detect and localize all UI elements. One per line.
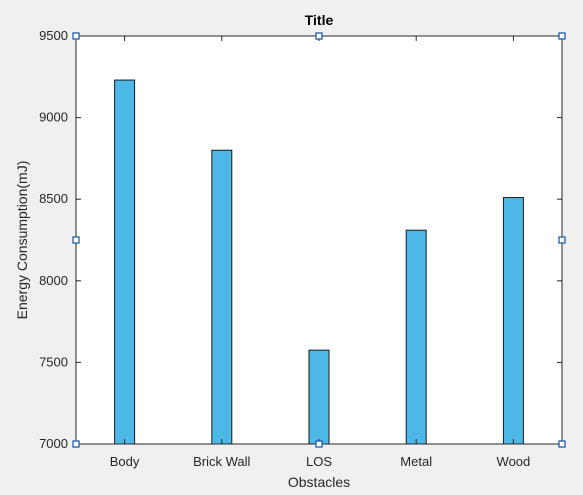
x-tick-label: Metal (400, 454, 432, 469)
x-tick-label: Brick Wall (193, 454, 250, 469)
bar-4 (502, 197, 524, 445)
selection-handles[interactable] (72, 32, 566, 448)
bar-2 (308, 349, 330, 445)
y-tick-label: 7500 (39, 354, 68, 369)
resize-handle[interactable] (315, 32, 323, 40)
x-axis: Body Brick Wall LOS Metal Wood (110, 36, 530, 469)
resize-handle[interactable] (72, 236, 80, 244)
bars-group (114, 79, 524, 445)
resize-handle[interactable] (558, 32, 566, 40)
y-tick-label: 8000 (39, 273, 68, 288)
x-tick-label: Wood (497, 454, 531, 469)
resize-handle[interactable] (315, 440, 323, 448)
resize-handle[interactable] (558, 440, 566, 448)
resize-handle[interactable] (72, 440, 80, 448)
bar-0 (114, 79, 136, 445)
y-axis: 7000 7500 8000 8500 9000 9500 (39, 28, 562, 451)
resize-handle[interactable] (558, 236, 566, 244)
y-tick-label: 9500 (39, 28, 68, 43)
y-axis-label: Energy Consumption(mJ) (14, 161, 30, 320)
y-tick-label: 9000 (39, 110, 68, 125)
bar-1 (211, 149, 233, 445)
x-tick-label: Body (110, 454, 140, 469)
chart-title: Title (305, 12, 334, 28)
x-axis-label: Obstacles (288, 474, 350, 490)
y-tick-label: 8500 (39, 191, 68, 206)
bar-3 (405, 229, 427, 445)
resize-handle[interactable] (72, 32, 80, 40)
y-tick-label: 7000 (39, 436, 68, 451)
x-tick-label: LOS (306, 454, 332, 469)
